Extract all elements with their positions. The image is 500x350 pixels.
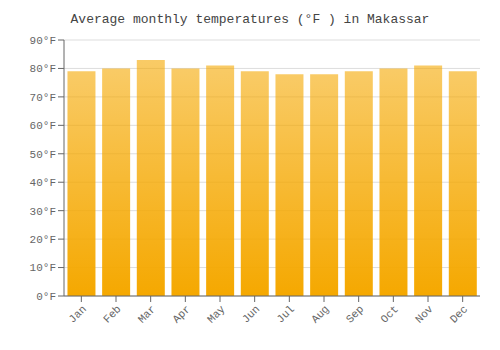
svg-text:70°F: 70°F (30, 92, 56, 104)
svg-text:Jul: Jul (274, 303, 296, 325)
svg-text:10°F: 10°F (30, 262, 56, 274)
svg-text:Dec: Dec (448, 303, 470, 325)
svg-text:Feb: Feb (101, 303, 123, 325)
svg-text:Mar: Mar (136, 303, 158, 325)
svg-text:Nov: Nov (413, 303, 436, 326)
svg-text:50°F: 50°F (30, 149, 56, 161)
svg-text:90°F: 90°F (30, 35, 56, 47)
svg-text:May: May (205, 303, 228, 326)
svg-text:80°F: 80°F (30, 63, 56, 75)
html-text:Average monthly temperatures (: Average monthly temperatures (°F ) in Ma… (70, 12, 430, 27)
svg-text:0°F: 0°F (36, 291, 56, 303)
svg-text:Oct: Oct (378, 303, 400, 325)
svg-text:Sep: Sep (344, 303, 366, 325)
svg-text:40°F: 40°F (30, 177, 56, 189)
svg-text:Jun: Jun (240, 303, 262, 325)
svg-text:Jan: Jan (66, 303, 88, 325)
svg-text:Apr: Apr (170, 303, 192, 325)
svg-text:60°F: 60°F (30, 120, 56, 132)
svg-text:Aug: Aug (309, 303, 331, 325)
svg-text:20°F: 20°F (30, 234, 56, 246)
svg-text:30°F: 30°F (30, 206, 56, 218)
